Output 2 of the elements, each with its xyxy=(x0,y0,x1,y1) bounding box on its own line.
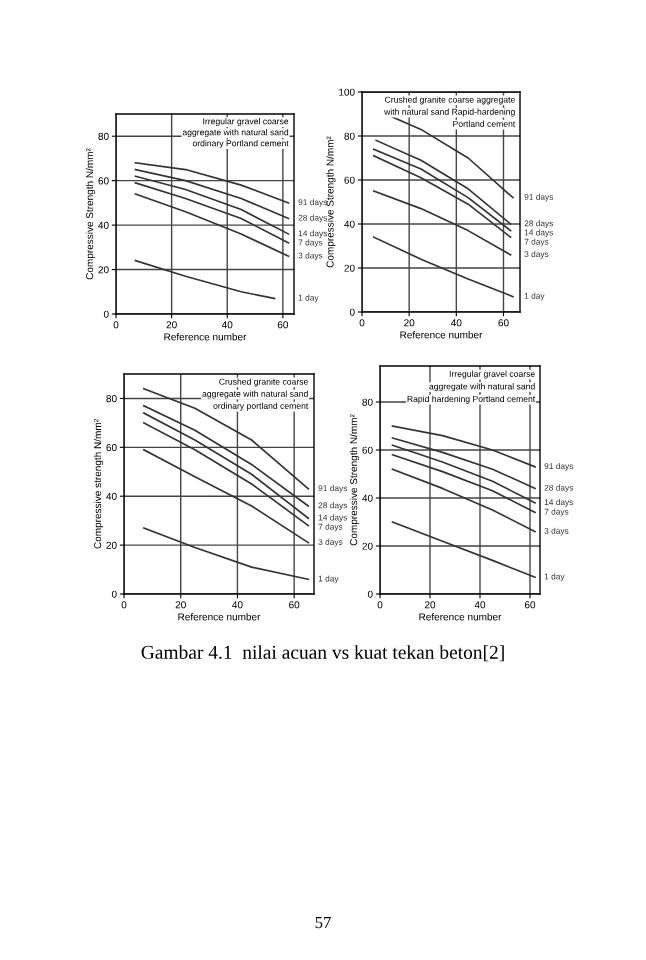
text: 57 xyxy=(315,917,331,929)
text: Gambar 4.1 nilai acuan vs kuat tekan beton[2] xyxy=(141,645,504,662)
